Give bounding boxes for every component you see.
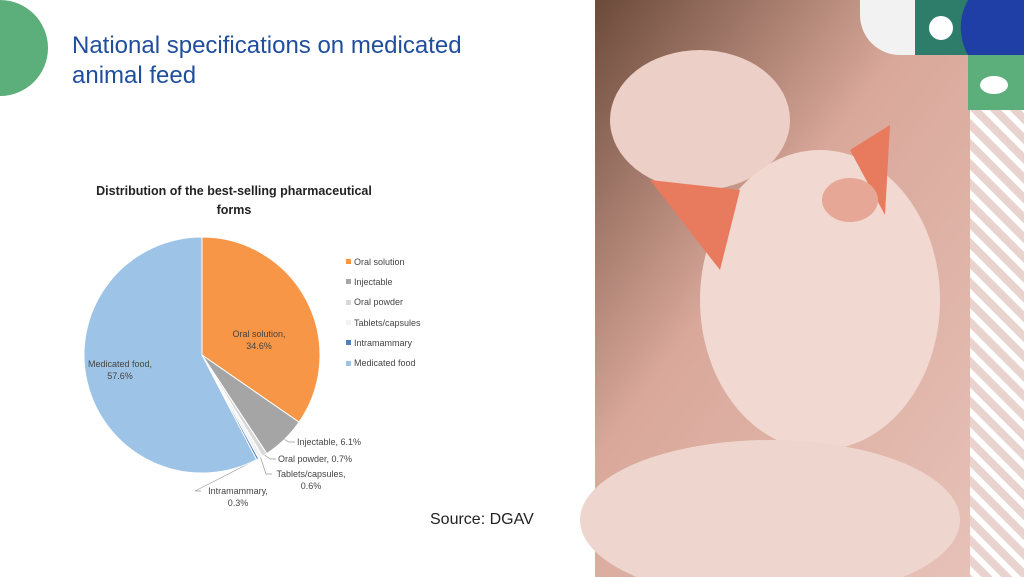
data-label: Injectable, 6.1% bbox=[297, 437, 362, 447]
legend-label: Tablets/capsules bbox=[354, 317, 421, 328]
legend-swatch bbox=[346, 299, 351, 305]
slide-title: National specifications on medicated ani… bbox=[72, 32, 462, 89]
leader-line bbox=[260, 457, 272, 475]
data-label: Oral powder, 0.7% bbox=[278, 454, 353, 464]
legend-entry: Medicated food bbox=[346, 358, 416, 369]
data-label: Medicated food, 57.6% bbox=[87, 359, 153, 381]
leader-line bbox=[284, 439, 295, 443]
chart-title: Distribution of the best-selling pharmac… bbox=[96, 184, 372, 217]
legend-label: Oral solution bbox=[354, 256, 405, 267]
legend-entry: Oral solution bbox=[346, 256, 405, 267]
photo bbox=[580, 0, 1024, 577]
icons bbox=[860, 0, 1024, 110]
legend-entry: Intramammary bbox=[346, 337, 412, 348]
legend-entry: Oral powder bbox=[346, 297, 404, 308]
pie-chart bbox=[83, 236, 321, 492]
leader-line bbox=[194, 458, 258, 492]
leader-line bbox=[264, 454, 276, 460]
legend-swatch bbox=[346, 320, 351, 326]
legend-label: Medicated food bbox=[354, 358, 416, 369]
pie-slice bbox=[83, 236, 258, 474]
legend-label: Injectable bbox=[354, 276, 393, 287]
legend-swatch bbox=[346, 340, 351, 346]
data-label: Intramammary, 0.3% bbox=[208, 486, 268, 508]
legend-swatch bbox=[346, 279, 351, 285]
data-label: Tablets/capsules, 0.6% bbox=[276, 469, 346, 491]
data-label: Oral solution, 34.6% bbox=[232, 329, 286, 351]
pie-slice bbox=[201, 236, 321, 423]
legend-entry: Injectable bbox=[346, 276, 393, 287]
legend-swatch bbox=[346, 259, 351, 265]
legend-entry: Tablets/capsules bbox=[346, 317, 421, 328]
decor-circle bbox=[0, 0, 48, 96]
legend-label: Oral powder bbox=[354, 297, 404, 308]
legend-label: Intramammary bbox=[354, 337, 413, 348]
source-note: Source: DGAV bbox=[430, 511, 534, 528]
legend-swatch bbox=[346, 360, 351, 366]
